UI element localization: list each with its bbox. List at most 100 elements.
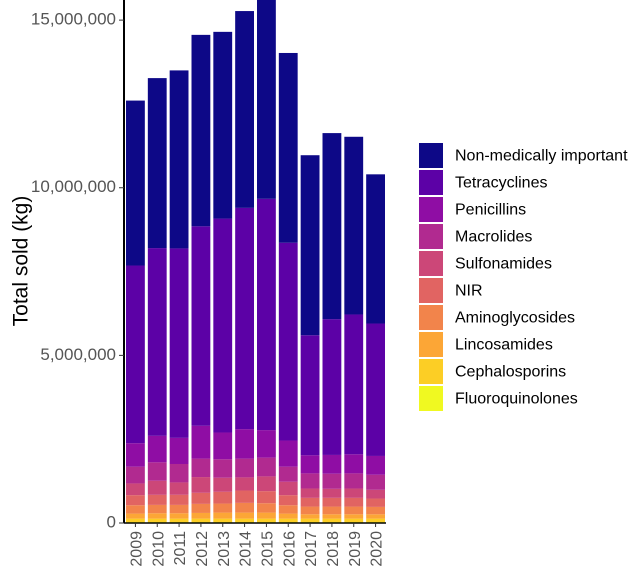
bar-segment-penicillins-2009: [126, 443, 145, 467]
bar-segment-tetracyclines-2009: [126, 265, 145, 444]
bar-segment-tetracyclines-2013: [213, 218, 233, 433]
bar-segment-lincosamides-2015: [257, 512, 276, 519]
legend-key: [419, 143, 443, 168]
bar-segment-nir-2009: [126, 495, 145, 506]
bar-segment-aminoglycosides-2015: [257, 503, 276, 513]
bar-segment-nir-2011: [169, 494, 189, 505]
bar-segment-nir-2020: [366, 498, 385, 507]
bar-segment-sulfonamides-2013: [213, 477, 233, 492]
bar-segment-aminoglycosides-2013: [213, 503, 233, 513]
bar-segment-penicillins-2020: [366, 455, 385, 475]
x-tick-label: 2011: [172, 531, 189, 566]
bar-segment-lincosamides-2019: [344, 514, 364, 519]
bar-segment-penicillins-2015: [257, 430, 276, 458]
bar-segment-non-medically-important-2014: [235, 11, 254, 208]
bar-segment-nir-2016: [278, 495, 298, 506]
bar-segment-non-medically-important-2011: [169, 70, 189, 249]
legend-label: Lincosamides: [455, 337, 553, 354]
bar-segment-tetracyclines-2019: [344, 314, 364, 455]
bar-segment-lincosamides-2016: [278, 513, 298, 519]
bar-segment-nir-2015: [257, 491, 276, 504]
bar-segment-aminoglycosides-2011: [169, 504, 189, 514]
x-tick-label: 2019: [347, 531, 364, 567]
bar-segment-macrolides-2015: [257, 457, 276, 477]
bar-segment-tetracyclines-2016: [278, 242, 298, 441]
bar-segment-non-medically-important-2010: [147, 78, 167, 249]
bar-segment-aminoglycosides-2017: [300, 506, 320, 515]
bar-layer: [126, 0, 385, 523]
bar-segment-non-medically-important-2015: [257, 0, 276, 199]
bar-segment-sulfonamides-2009: [126, 483, 145, 496]
bar-segment-penicillins-2014: [235, 429, 254, 459]
legend: Non-medically important Tetracyclines Peni…: [419, 143, 628, 411]
x-tick-label: 2016: [281, 531, 298, 567]
legend-label: Penicillins: [455, 202, 526, 219]
legend-label: Fluoroquinolones: [455, 391, 578, 408]
bar-segment-cephalosporins-2011: [169, 518, 189, 522]
bar-segment-non-medically-important-2020: [366, 174, 385, 324]
bar-segment-cephalosporins-2016: [278, 518, 298, 522]
x-tick-label: 2018: [325, 531, 342, 567]
bar-segment-cephalosporins-2014: [235, 518, 254, 522]
bar-segment-lincosamides-2018: [322, 514, 342, 519]
bar-segment-cephalosporins-2019: [344, 518, 364, 522]
bar-segment-penicillins-2013: [213, 432, 233, 460]
bar-segment-sulfonamides-2012: [191, 477, 211, 493]
x-tick-label: 2010: [150, 531, 167, 567]
bar-segment-cephalosporins-2015: [257, 518, 276, 522]
bar-segment-lincosamides-2009: [126, 513, 145, 519]
bar-segment-macrolides-2012: [191, 458, 211, 478]
x-tick-label: 2014: [238, 531, 255, 567]
axes-layer: 0 5,000,000 10,000,000 15,000,000 2009 2010 20…: [10, 0, 386, 567]
bar-segment-cephalosporins-2009: [126, 518, 145, 522]
bar-segment-non-medically-important-2012: [191, 34, 211, 227]
bar-segment-macrolides-2017: [300, 473, 320, 489]
bar-segment-tetracyclines-2020: [366, 323, 385, 456]
bar-segment-penicillins-2011: [169, 437, 189, 464]
x-tick-label: 2020: [369, 531, 386, 567]
bar-segment-tetracyclines-2015: [257, 198, 276, 431]
bar-segment-nir-2014: [235, 490, 254, 503]
legend-key: [419, 386, 443, 411]
bar-segment-tetracyclines-2012: [191, 226, 211, 426]
y-tick-label: 5,000,000: [40, 345, 116, 364]
bar-segment-macrolides-2013: [213, 459, 233, 478]
legend-key: [419, 224, 443, 249]
bar-segment-aminoglycosides-2018: [322, 506, 342, 515]
bar-segment-cephalosporins-2013: [213, 518, 233, 522]
legend-label: Non-medically important: [455, 148, 628, 165]
y-tick-label: 0: [107, 512, 116, 531]
bar-segment-non-medically-important-2017: [300, 155, 320, 336]
bar-segment-aminoglycosides-2009: [126, 505, 145, 514]
legend-label: Tetracyclines: [455, 175, 547, 192]
bar-segment-nir-2018: [322, 497, 342, 507]
bar-segment-macrolides-2010: [147, 462, 167, 481]
bar-segment-macrolides-2018: [322, 473, 342, 489]
bar-segment-lincosamides-2011: [169, 513, 189, 519]
bar-segment-nir-2012: [191, 492, 211, 504]
bar-segment-tetracyclines-2014: [235, 207, 254, 430]
x-tick-label: 2012: [194, 531, 211, 567]
x-tick-label: 2015: [259, 531, 276, 567]
bar-segment-non-medically-important-2019: [344, 136, 364, 315]
x-tick-label: 2017: [303, 531, 320, 567]
bar-segment-macrolides-2019: [344, 473, 364, 489]
bar-segment-penicillins-2012: [191, 425, 211, 459]
y-tick-label: 15,000,000: [31, 10, 116, 29]
bar-segment-non-medically-important-2013: [213, 31, 233, 219]
bar-segment-penicillins-2010: [147, 435, 167, 463]
legend-key: [419, 332, 443, 357]
legend-key: [419, 305, 443, 330]
legend-label: NIR: [455, 283, 483, 300]
bar-segment-penicillins-2017: [300, 455, 320, 474]
x-tick-label: 2013: [216, 531, 233, 567]
bar-segment-cephalosporins-2012: [191, 518, 211, 522]
bar-segment-sulfonamides-2010: [147, 480, 167, 495]
bar-segment-cephalosporins-2020: [366, 518, 385, 522]
bar-segment-tetracyclines-2011: [169, 248, 189, 438]
bar-segment-sulfonamides-2016: [278, 481, 298, 496]
bar-segment-nir-2017: [300, 497, 320, 507]
bar-segment-tetracyclines-2018: [322, 319, 342, 455]
bar-segment-aminoglycosides-2019: [344, 506, 364, 515]
